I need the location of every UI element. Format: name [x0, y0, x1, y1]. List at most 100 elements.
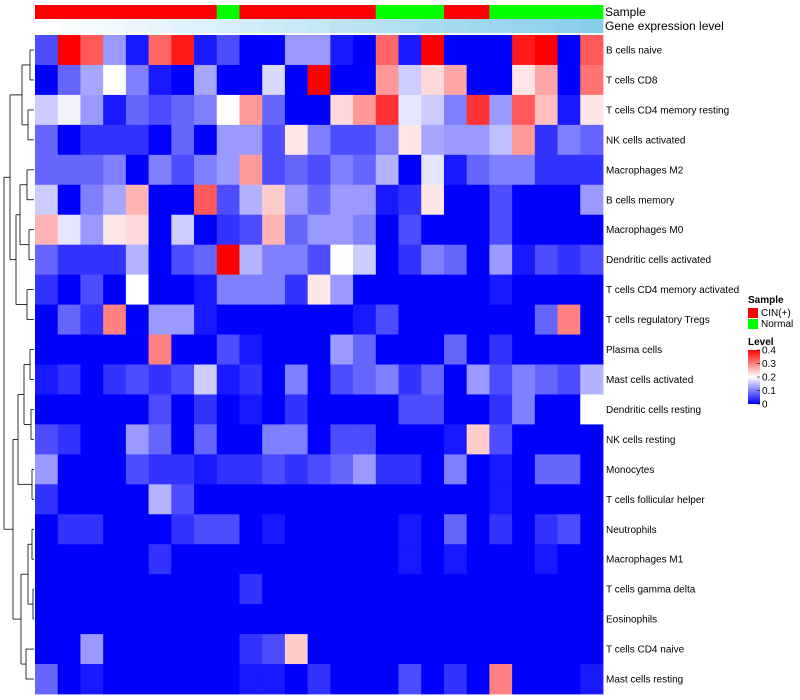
heatmap-cell: [80, 394, 104, 425]
heatmap-cell: [512, 514, 536, 545]
heatmap-cell: [125, 64, 149, 96]
heatmap-cell: [557, 35, 581, 66]
row-label: Macrophages M1: [606, 555, 684, 566]
heatmap-cell: [284, 304, 309, 335]
heatmap-cell: [466, 244, 490, 276]
heatmap-cell: [194, 544, 218, 575]
heatmap-cell: [375, 424, 399, 455]
heatmap-cell: [443, 35, 468, 66]
heatmap-cell: [421, 604, 445, 635]
heatmap-cell: [353, 484, 377, 515]
sample-annotation-cell: [103, 5, 127, 19]
heatmap-cell: [194, 604, 218, 635]
sample-annotation-cell: [216, 5, 240, 19]
sample-annotation-cell: [57, 5, 81, 19]
heatmap-cell: [148, 124, 172, 156]
heatmap-cell: [216, 184, 240, 216]
heatmap-cell: [194, 634, 218, 665]
heatmap-cell: [171, 544, 195, 575]
heatmap-cell: [171, 154, 195, 186]
heatmap-cell: [534, 574, 558, 605]
row-label: T cells gamma delta: [606, 585, 696, 596]
heatmap-cell: [35, 274, 59, 305]
heatmap-cell: [307, 484, 331, 515]
row-label: T cells CD4 memory resting: [606, 105, 729, 116]
heatmap-cell: [375, 94, 399, 126]
sample-annotation-bar: [35, 5, 604, 19]
heatmap-cell: [512, 184, 536, 216]
heatmap-cell: [194, 214, 218, 246]
heatmap-cell: [534, 544, 558, 575]
heatmap-cell: [216, 35, 240, 66]
heatmap-cell: [534, 35, 558, 66]
heatmap-cell: [557, 544, 581, 575]
heatmap-cell: [239, 64, 263, 96]
heatmap-cell: [307, 364, 331, 395]
heatmap-cell: [194, 124, 218, 156]
heatmap-cell: [512, 214, 536, 246]
heatmap-cell: [534, 184, 558, 216]
heatmap-cell: [80, 154, 104, 186]
heatmap-cell: [103, 214, 127, 246]
heatmap-cell: [103, 454, 127, 485]
heatmap-cell: [353, 454, 377, 485]
heatmap-cell: [216, 394, 240, 425]
heatmap-cell: [262, 35, 286, 66]
heatmap-cell: [398, 364, 422, 395]
heatmap-cell: [216, 364, 240, 395]
heatmap-cell: [239, 274, 263, 305]
heatmap-cell: [262, 214, 286, 246]
heatmap-cell: [330, 35, 354, 66]
heatmap-cell: [171, 574, 195, 605]
heatmap-cell: [125, 604, 149, 635]
heatmap-cell: [443, 424, 468, 455]
heatmap-cell: [512, 154, 536, 186]
heatmap-cell: [353, 664, 377, 695]
heatmap-cell: [330, 454, 354, 485]
legend-swatch: [748, 308, 758, 318]
sample-annotation-cell: [580, 5, 604, 19]
heatmap-cell: [580, 274, 604, 305]
heatmap-cell: [443, 394, 468, 425]
heatmap-cell: [398, 274, 422, 305]
heatmap-cell: [375, 304, 399, 335]
heatmap-cell: [262, 274, 286, 305]
row-label: T cells CD4 naive: [606, 645, 685, 656]
heatmap-cell: [216, 244, 240, 276]
heatmap-cell: [557, 634, 581, 665]
expression-annotation-cell: [35, 19, 59, 33]
heatmap-cell: [307, 244, 331, 276]
heatmap-cell: [353, 274, 377, 305]
heatmap-cell: [443, 184, 468, 216]
heatmap-cell: [421, 244, 445, 276]
heatmap-cell: [534, 664, 558, 695]
heatmap-cell: [466, 124, 490, 156]
heatmap-cell: [330, 94, 354, 126]
heatmap-cell: [194, 484, 218, 515]
legend-swatch: [748, 319, 758, 329]
heatmap-cell: [580, 394, 604, 425]
heatmap-cell: [443, 634, 468, 665]
row-label: B cells naive: [606, 45, 663, 56]
sample-annotation-cell: [466, 5, 490, 19]
heatmap-cell: [466, 454, 490, 485]
heatmap-cell: [194, 35, 218, 66]
heatmap-cell: [239, 154, 263, 186]
heatmap-cell: [284, 664, 309, 695]
legend-sample-title: Sample: [748, 295, 784, 306]
expression-annotation-cell: [194, 19, 218, 33]
heatmap-cell: [375, 664, 399, 695]
heatmap-cell: [557, 484, 581, 515]
heatmap-cell: [194, 184, 218, 216]
heatmap-cell: [262, 244, 286, 276]
legend-level-title: Level: [748, 337, 774, 348]
heatmap-cell: [262, 184, 286, 216]
heatmap-cell: [307, 664, 331, 695]
heatmap-cell: [398, 454, 422, 485]
heatmap-cell: [330, 304, 354, 335]
heatmap-cell: [35, 154, 59, 186]
heatmap-cell: [512, 424, 536, 455]
heatmap-cell: [148, 274, 172, 305]
row-label: Monocytes: [606, 465, 654, 476]
expression-annotation-bar: [35, 19, 604, 33]
